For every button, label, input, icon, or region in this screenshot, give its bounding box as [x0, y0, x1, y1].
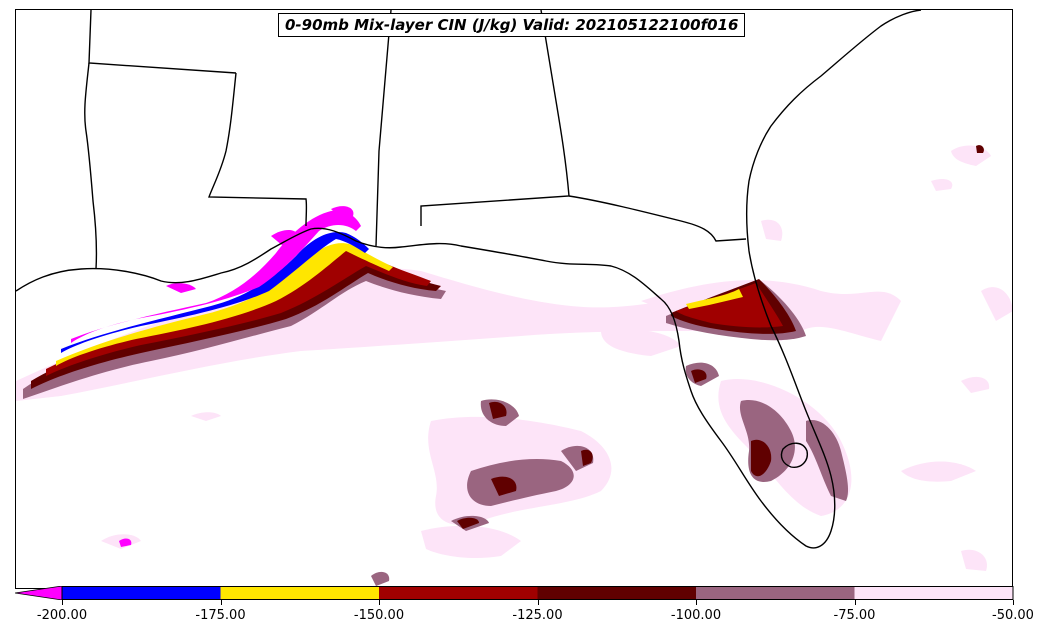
colorbar-tick-mark — [854, 600, 856, 605]
cin-magenta-areas — [71, 206, 361, 547]
cin-yellow-areas — [56, 243, 743, 366]
colorbar-outline — [61, 586, 1014, 600]
colorbar-bin — [220, 586, 379, 600]
colorbar-bin — [854, 586, 1013, 600]
map-title: 0-90mb Mix-layer CIN (J/kg) Valid: 20210… — [278, 13, 746, 37]
map-panel — [15, 9, 1013, 589]
colorbar-tick-mark — [537, 600, 539, 605]
boundaries — [16, 10, 922, 549]
colorbar-bin — [379, 586, 538, 600]
colorbar-tick-mark — [220, 600, 222, 605]
state-line-2 — [84, 62, 98, 270]
colorbar-tick-mark — [379, 600, 380, 605]
lake-okeechobee — [780, 442, 808, 468]
cin-blue-areas — [61, 231, 369, 353]
colorbar-tick-label: -175.00 — [195, 608, 246, 623]
colorbar-tick-label: -200.00 — [36, 608, 88, 623]
colorbar-bin — [62, 586, 221, 600]
colorbar-tick-label: -100.00 — [670, 608, 722, 623]
colorbar-tick-label: -75.00 — [833, 608, 876, 623]
state-line-4 — [375, 10, 392, 247]
colorbar-bin — [537, 586, 696, 600]
colorbar-extend-min — [15, 586, 63, 600]
state-line-5 — [420, 10, 570, 226]
colorbar — [15, 586, 1014, 600]
coastline — [16, 10, 922, 549]
colorbar-bin — [696, 586, 855, 600]
cin-light-pink-areas — [16, 145, 1012, 571]
colorbar-tick-label: -125.00 — [512, 608, 563, 623]
colorbar-tick-mark — [696, 600, 697, 605]
colorbar-tick-label: -50.00 — [992, 608, 1034, 623]
state-line-6 — [568, 195, 747, 242]
colorbar-tick-mark — [62, 600, 63, 605]
state-line-3 — [208, 72, 308, 227]
colorbar-tick-label: -150.00 — [353, 608, 405, 623]
state-line-1 — [88, 10, 237, 74]
cin-map — [16, 10, 1012, 586]
colorbar-tick-mark — [1013, 600, 1014, 605]
